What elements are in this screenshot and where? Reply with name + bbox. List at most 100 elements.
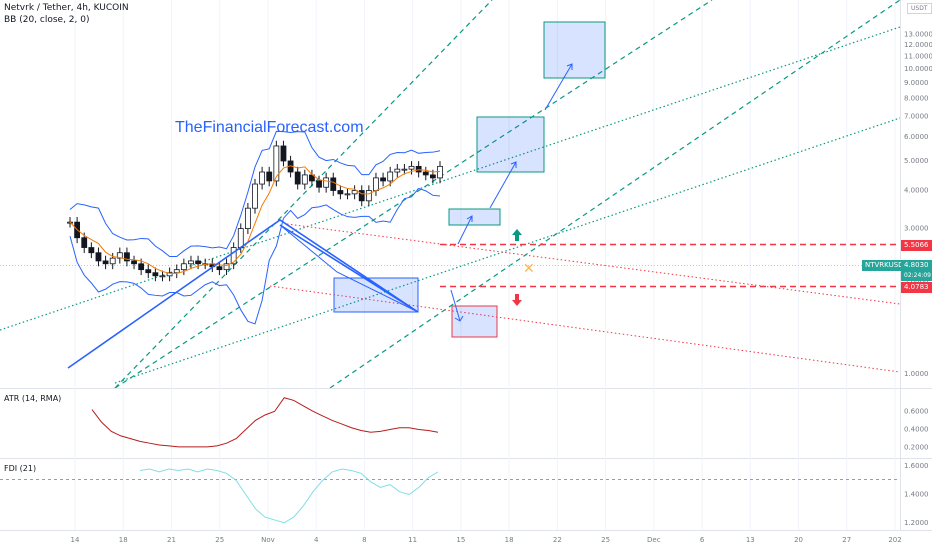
candle-body bbox=[301, 174, 308, 185]
price-tick-label: 12.0000 bbox=[904, 41, 932, 49]
atr-axis-ticks: 0.6000 0.4000 0.2000 bbox=[904, 407, 929, 451]
candle-body bbox=[230, 247, 237, 265]
fdi-line bbox=[139, 468, 439, 524]
fdi-tick-label: 1.4000 bbox=[904, 491, 929, 499]
candle-body bbox=[337, 190, 344, 195]
symbol-tag: NTVRKUSDT bbox=[862, 260, 911, 271]
time-tick-label: 18 bbox=[505, 536, 514, 544]
down-arrow-marker bbox=[512, 294, 522, 306]
time-tick-label: 13 bbox=[746, 536, 755, 544]
fdi-axis-ticks: 1.6000 1.4000 1.2000 bbox=[904, 462, 929, 527]
price-tick-label: 11.0000 bbox=[904, 53, 932, 61]
candle-body bbox=[365, 190, 372, 202]
candle-body bbox=[188, 260, 194, 265]
price-tick-label: 7.0000 bbox=[904, 112, 929, 120]
up-arrow-marker bbox=[512, 229, 522, 241]
candle-body bbox=[166, 272, 173, 277]
candle-body bbox=[273, 145, 280, 182]
candle-body bbox=[244, 207, 251, 229]
atr-tick-label: 0.6000 bbox=[904, 407, 929, 415]
downside-target-box bbox=[451, 305, 498, 338]
bollinger-upper bbox=[69, 130, 441, 258]
candle-body bbox=[358, 190, 365, 202]
candle-body bbox=[173, 269, 180, 274]
channel-mid-dashed bbox=[114, 0, 713, 388]
candle-body bbox=[373, 177, 379, 191]
candle-body bbox=[81, 237, 88, 248]
candle-body bbox=[237, 228, 244, 248]
time-tick-label: 6 bbox=[700, 536, 705, 544]
price-tick-label: 3.0000 bbox=[904, 225, 929, 233]
time-axis-ticks: 14 18 21 25 Nov 4 8 11 15 18 22 25 Dec 6 13 20 27 202 bbox=[71, 536, 902, 544]
candle-body bbox=[259, 171, 266, 185]
price-tick-label: 5.0000 bbox=[904, 157, 929, 165]
arrow-up-1 bbox=[457, 215, 473, 245]
price-axis-ticks: 13.0000 12.0000 11.0000 10.0000 9.0000 8.0000… bbox=[904, 30, 932, 378]
candle-body bbox=[422, 171, 429, 176]
candle-body bbox=[152, 272, 159, 277]
time-tick-label: 18 bbox=[119, 536, 128, 544]
candle-body bbox=[401, 168, 408, 171]
target-box-1 bbox=[448, 208, 501, 226]
candle-body bbox=[415, 165, 422, 173]
atr-label: ATR (14, RMA) bbox=[4, 394, 61, 403]
countdown-tag: 02:24:09 bbox=[901, 270, 932, 281]
candle-body bbox=[316, 180, 322, 188]
price-tick-label: 13.0000 bbox=[904, 30, 932, 38]
candle-body bbox=[145, 269, 152, 274]
candle-body bbox=[95, 252, 102, 262]
atr-line bbox=[91, 397, 439, 448]
pattern-inner bbox=[279, 224, 419, 313]
pattern-zigzag bbox=[67, 219, 419, 369]
candle-body bbox=[294, 171, 301, 185]
candle-body bbox=[180, 263, 187, 271]
projection-arrows bbox=[450, 63, 573, 322]
fdi-label: FDI (21) bbox=[4, 464, 36, 473]
price-tick-label: 9.0000 bbox=[904, 79, 929, 87]
bollinger-basis bbox=[69, 165, 441, 274]
watermark: TheFinancialForecast.com bbox=[175, 119, 364, 136]
candle-body bbox=[223, 263, 230, 271]
candle-body bbox=[102, 260, 109, 265]
time-tick-label: 8 bbox=[362, 536, 366, 544]
currency-button[interactable]: USDT bbox=[907, 3, 932, 14]
price-tick-label: 10.0000 bbox=[904, 65, 932, 73]
candle-body bbox=[387, 171, 394, 182]
vertical-grid bbox=[74, 0, 896, 530]
candle-body bbox=[159, 275, 166, 278]
fdi-tick-label: 1.6000 bbox=[904, 462, 929, 470]
candle-body bbox=[195, 260, 201, 265]
candle-body bbox=[280, 145, 287, 162]
price-tick-label: 1.0000 bbox=[904, 370, 929, 378]
candle-body bbox=[408, 165, 415, 170]
price-tick-label: 4.0000 bbox=[904, 187, 929, 195]
atr-tick-label: 0.2000 bbox=[904, 444, 929, 452]
time-tick-label: 21 bbox=[167, 536, 176, 544]
time-tick-label: 14 bbox=[71, 536, 80, 544]
price-candles bbox=[67, 140, 443, 282]
pattern-drawings bbox=[67, 219, 419, 369]
candle-body bbox=[437, 165, 443, 179]
target-box-2 bbox=[476, 116, 545, 173]
time-tick-label: 202 bbox=[888, 536, 901, 544]
price-tick-label: 8.0000 bbox=[904, 95, 929, 103]
candle-body bbox=[252, 183, 258, 209]
time-tick-label: 25 bbox=[215, 536, 224, 544]
time-tick-label: 25 bbox=[601, 536, 610, 544]
support-price-tag: 4.0783 bbox=[901, 282, 932, 293]
candle-body bbox=[116, 252, 123, 259]
candle-body bbox=[394, 168, 401, 173]
red-dotted-upper bbox=[286, 223, 900, 305]
target-box-3 bbox=[543, 21, 606, 79]
candle-body bbox=[124, 252, 130, 262]
candle-body bbox=[138, 263, 145, 271]
time-tick-label: 27 bbox=[842, 536, 851, 544]
resistance-price-tag: 5.5066 bbox=[901, 240, 932, 251]
candle-body bbox=[380, 177, 386, 182]
candle-body bbox=[330, 177, 337, 191]
consolidation-box bbox=[333, 277, 419, 313]
indicator-label: BB (20, close, 2, 0) bbox=[4, 15, 90, 25]
time-tick-label: Dec bbox=[647, 536, 661, 544]
invalidation-cross: ✕ bbox=[523, 261, 535, 277]
